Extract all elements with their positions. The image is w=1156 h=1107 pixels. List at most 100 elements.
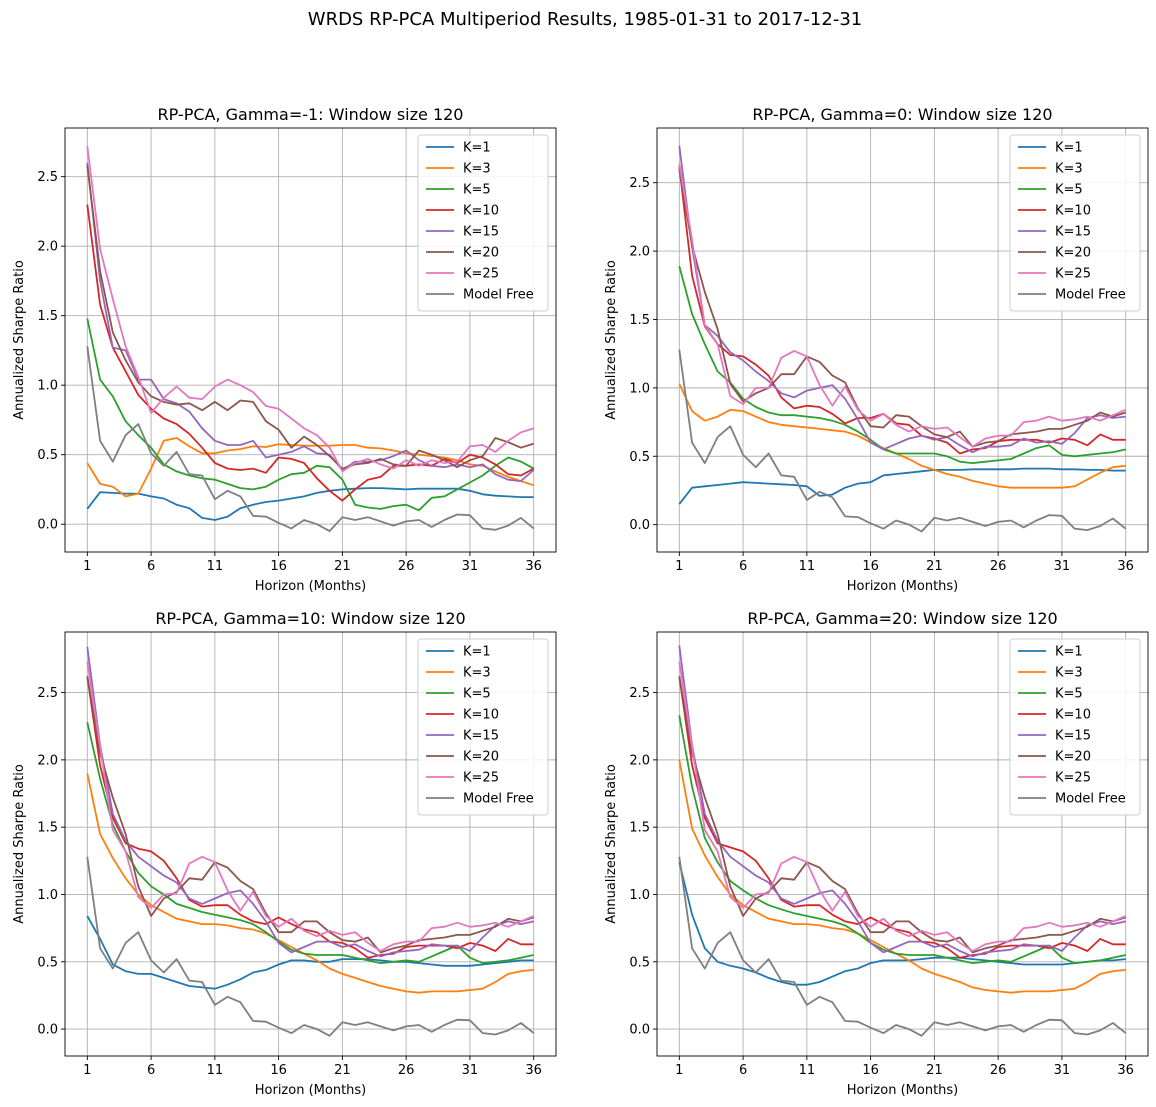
y-tick-label: 0.5 xyxy=(629,955,650,970)
legend-label: Model Free xyxy=(1055,792,1126,807)
legend-box xyxy=(417,134,549,312)
y-tick-label: 1.5 xyxy=(37,309,58,324)
x-tick-label: 36 xyxy=(1117,559,1134,574)
series-line-k-15 xyxy=(86,646,534,958)
series-line-k-25 xyxy=(86,145,534,473)
y-axis-label: Annualized Sharpe Ratio xyxy=(604,764,619,924)
legend-label: K=3 xyxy=(1055,162,1083,177)
x-tick-label: 21 xyxy=(926,1063,943,1078)
y-axis-label: Annualized Sharpe Ratio xyxy=(12,764,27,924)
x-tick-label: 31 xyxy=(1054,559,1071,574)
panel-title: RP-PCA, Gamma=-1: Window size 120 xyxy=(158,105,464,124)
y-tick-label: 2.5 xyxy=(37,170,58,185)
x-tick-label: 6 xyxy=(739,559,747,574)
legend-label: Model Free xyxy=(463,288,534,303)
series-line-k-20 xyxy=(678,676,1126,954)
x-tick-label: 36 xyxy=(525,1063,542,1078)
x-axis-label: Horizon (Months) xyxy=(847,1083,959,1098)
series-line-k-1 xyxy=(86,915,534,990)
series-line-k-15 xyxy=(678,645,1126,958)
legend: K=1 K=3 K=5 K=10 K=15 K=20 K=25 Model Free xyxy=(1009,638,1141,816)
legend-label: K=5 xyxy=(463,687,491,702)
legend-label: K=15 xyxy=(463,225,499,240)
legend-label: K=10 xyxy=(463,708,499,723)
series-line-k-3 xyxy=(678,383,1126,489)
legend-label: K=5 xyxy=(1055,183,1083,198)
legend-label: K=20 xyxy=(1055,750,1091,765)
series-line-k-15 xyxy=(86,162,535,483)
legend-label: K=25 xyxy=(463,267,499,282)
y-tick-label: 0.0 xyxy=(37,1023,58,1038)
legend-box xyxy=(1009,638,1141,816)
legend-label: K=3 xyxy=(463,666,491,681)
y-axis-label: Annualized Sharpe Ratio xyxy=(12,260,27,420)
x-tick-label: 6 xyxy=(739,1063,747,1078)
x-tick-label: 11 xyxy=(799,1063,816,1078)
legend-label: K=25 xyxy=(1055,771,1091,786)
y-tick-label: 1.0 xyxy=(629,888,650,903)
y-tick-label: 2.5 xyxy=(37,686,58,701)
series-line-k-25 xyxy=(86,661,535,952)
legend-label: K=10 xyxy=(1055,204,1091,219)
axes-frame xyxy=(64,127,557,553)
y-axis-label: Annualized Sharpe Ratio xyxy=(604,260,619,420)
legend: K=1 K=3 K=5 K=10 K=15 K=20 K=25 Model Free xyxy=(1009,134,1141,312)
x-axis-label: Horizon (Months) xyxy=(847,579,959,594)
series-line-model-free xyxy=(86,856,535,1037)
series-line-k-3 xyxy=(678,759,1126,994)
legend-label: K=5 xyxy=(463,183,491,198)
y-tick-label: 0.0 xyxy=(37,518,58,533)
axes-frame xyxy=(656,631,1149,1057)
x-tick-label: 21 xyxy=(334,559,351,574)
y-tick-label: 2.5 xyxy=(629,176,650,191)
legend-label: K=10 xyxy=(1055,708,1091,723)
y-tick-label: 1.0 xyxy=(37,888,58,903)
series-line-k-5 xyxy=(678,265,1126,465)
x-tick-label: 16 xyxy=(862,559,879,574)
legend-label: Model Free xyxy=(1055,288,1126,303)
legend-label: K=15 xyxy=(1055,729,1091,744)
legend-label: K=25 xyxy=(1055,267,1091,282)
y-tick-label: 2.0 xyxy=(37,753,58,768)
legend: K=1 K=3 K=5 K=10 K=15 K=20 K=25 Model Free xyxy=(417,134,549,312)
x-tick-label: 1 xyxy=(83,1063,91,1078)
x-tick-label: 16 xyxy=(270,559,287,574)
x-tick-label: 11 xyxy=(799,559,816,574)
y-tick-label: 1.0 xyxy=(629,381,650,396)
x-tick-label: 21 xyxy=(334,1063,351,1078)
series-line-model-free xyxy=(678,349,1127,533)
legend-label: K=20 xyxy=(463,246,499,261)
legend-label: K=15 xyxy=(463,729,499,744)
y-tick-label: 2.0 xyxy=(629,245,650,260)
legend-label: K=20 xyxy=(1055,246,1091,261)
panel-title: RP-PCA, Gamma=0: Window size 120 xyxy=(752,105,1052,124)
legend-label: K=1 xyxy=(463,141,491,156)
panel-title: RP-PCA, Gamma=20: Window size 120 xyxy=(747,609,1057,628)
legend-label: K=25 xyxy=(463,771,499,786)
x-axis-label: Horizon (Months) xyxy=(255,1083,367,1098)
x-tick-label: 11 xyxy=(207,559,224,574)
x-tick-label: 36 xyxy=(1117,1063,1134,1078)
series-line-model-free xyxy=(86,346,535,532)
series-line-k-15 xyxy=(678,145,1126,454)
legend-label: K=20 xyxy=(463,750,499,765)
x-tick-label: 1 xyxy=(83,559,91,574)
y-tick-label: 1.5 xyxy=(629,821,650,836)
legend-label: Model Free xyxy=(463,792,534,807)
y-tick-label: 1.5 xyxy=(629,313,650,328)
x-tick-label: 16 xyxy=(862,1063,879,1078)
y-tick-label: 2.0 xyxy=(37,240,58,255)
legend-box xyxy=(1009,134,1141,312)
x-tick-label: 26 xyxy=(990,1063,1007,1078)
legend-box xyxy=(417,638,549,816)
x-tick-label: 31 xyxy=(1054,1063,1071,1078)
x-tick-label: 1 xyxy=(675,559,683,574)
x-tick-label: 36 xyxy=(525,559,542,574)
legend-label: K=1 xyxy=(463,645,491,660)
x-tick-label: 6 xyxy=(147,559,155,574)
